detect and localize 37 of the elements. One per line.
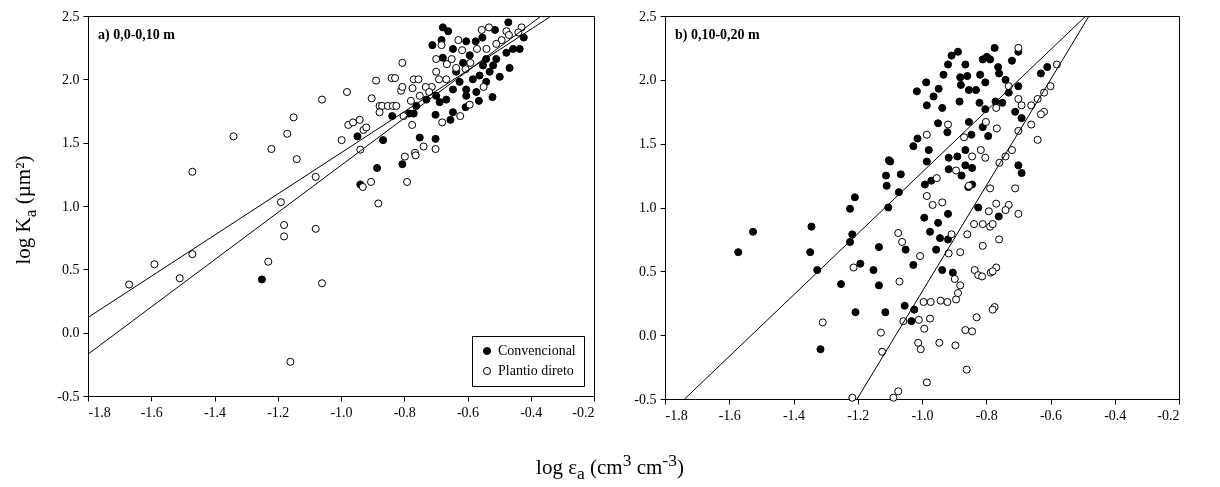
legend-label: Plantio direto [498,363,574,378]
x-tick-label: -1.0 [330,404,353,420]
y-tick-label: 2.5 [639,8,657,24]
y-tick-label: 0.0 [639,327,657,343]
y-tick-label: 1.0 [62,198,80,214]
x-tick-label: -1.0 [911,407,934,423]
y-tick-label: 1.0 [639,200,657,215]
x-tick-label: -0.8 [393,404,416,420]
text: a) 0,0-0,10 m [98,27,176,43]
x-tick-label: -0.2 [572,404,595,420]
x-tick-label: -0.6 [1039,407,1063,423]
y-tick-label: 2.0 [639,72,657,88]
y-tick-label: 1.5 [62,135,80,151]
y-tick-label: 0.0 [62,325,80,341]
x-tick-label: -1.4 [782,407,806,423]
x-tick-label: -1.2 [847,407,870,423]
x-tick-label: -1.8 [665,407,688,423]
x-tick-label: -0.4 [520,404,543,420]
legend-label: Convencional [498,343,576,358]
x-tick-label: -1.6 [140,404,163,420]
y-tick-label: 0.5 [639,263,657,279]
y-tick-label: 2.0 [62,71,80,87]
x-tick-label: -0.4 [1104,407,1127,423]
x-tick-label: -0.8 [975,407,998,423]
y-tick-label: 2.5 [62,8,80,24]
x-tick-label: -1.2 [267,404,290,420]
x-tick-label: -0.2 [1157,407,1180,423]
x-axis-title: log ε$_{a}$ (cm$^{3}$ cm$^{-3}$) [535,450,685,485]
y-tick-label: -0.5 [57,388,80,404]
x-tick-label: -1.8 [88,404,111,420]
x-tick-label: -0.6 [456,404,480,420]
x-tick-label: -1.4 [203,404,227,420]
y-tick-label: 1.5 [639,136,657,152]
y-tick-label: 0.5 [62,261,80,277]
y-tick-label: -0.5 [634,391,657,407]
x-tick-label: -1.6 [718,407,741,423]
text: b) 0,10-0,20 m [675,27,761,43]
